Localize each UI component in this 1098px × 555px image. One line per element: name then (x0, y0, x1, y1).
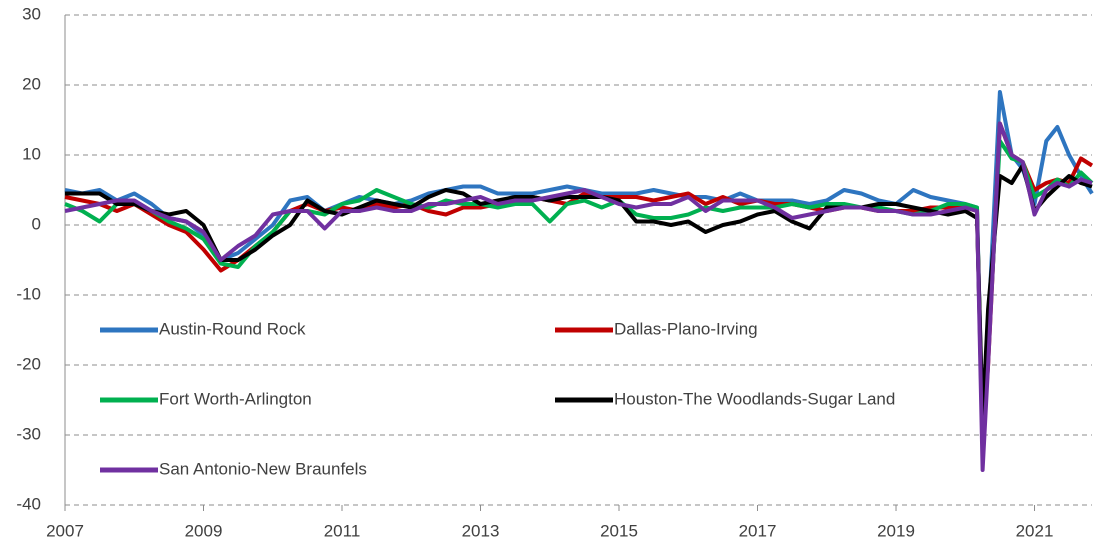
y-tick-label: 10 (22, 144, 41, 163)
y-tick-label: 20 (22, 74, 41, 93)
legend-label: Austin-Round Rock (159, 319, 306, 338)
series-line (65, 163, 1093, 423)
x-tick-label: 2019 (877, 521, 915, 540)
x-tick-label: 2013 (462, 521, 500, 540)
y-tick-label: 30 (22, 4, 41, 23)
legend-label: San Antonio-New Braunfels (159, 459, 367, 478)
legend-label: Fort Worth-Arlington (159, 389, 312, 408)
x-tick-label: 2011 (324, 521, 361, 540)
x-tick-label: 2017 (739, 521, 777, 540)
legend-label: Dallas-Plano-Irving (614, 319, 758, 338)
series-line (64, 121, 1093, 472)
y-tick-label: 0 (32, 214, 41, 233)
y-tick-label: -20 (16, 354, 41, 373)
x-tick-label: 2021 (1016, 521, 1054, 540)
legend-label: Houston-The Woodlands-Sugar Land (614, 389, 895, 408)
x-tick-label: 2009 (185, 521, 223, 540)
y-tick-label: -10 (16, 284, 41, 303)
y-tick-label: -40 (16, 494, 41, 513)
x-tick-label: 2007 (46, 521, 84, 540)
y-tick-label: -30 (16, 424, 41, 443)
x-tick-label: 2015 (600, 521, 638, 540)
